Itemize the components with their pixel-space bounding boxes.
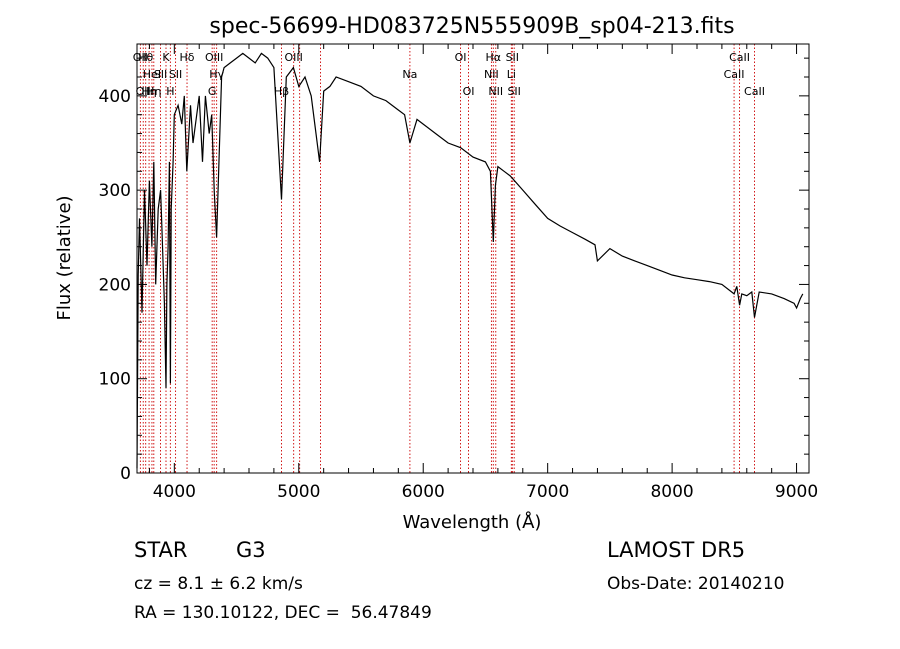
plot-frame [136, 43, 810, 474]
spectral-line-label: Hδ [180, 51, 195, 64]
spectral-line-label: K [162, 51, 170, 64]
spectral-line-label: Hη [146, 85, 161, 98]
spectral-line-label: Hγ [209, 68, 224, 81]
coordinates: RA = 130.10122, DEC = 56.47849 [134, 603, 432, 623]
spectral-line-label: SII [506, 51, 519, 64]
spectral-line-label: CaII [729, 51, 750, 64]
spectral-line-label: CaII [744, 85, 765, 98]
object-subclass: G3 [236, 538, 266, 562]
spectral-line-label: CaII [724, 68, 745, 81]
spectral-line-label: Hη [141, 85, 156, 98]
x-tick-label: 5000 [277, 482, 320, 502]
y-axis-ticks: 0 100 200 300 400 [99, 57, 809, 484]
object-class: STAR [134, 538, 188, 562]
spectral-line-label: Na [402, 68, 417, 81]
survey-name: LAMOST DR5 [607, 538, 746, 562]
y-axis-label: Flux (relative) [54, 195, 75, 320]
spectral-line-label: SII [154, 68, 167, 81]
redshift-velocity: cz = 8.1 ± 6.2 km/s [134, 574, 303, 594]
spectral-line-label: G [208, 85, 217, 98]
spectral-line-label: SII [169, 68, 182, 81]
spectral-line-label: SII [507, 85, 520, 98]
x-tick-label: 6000 [402, 482, 445, 502]
spectral-line-label: H [166, 85, 174, 98]
observation-date: Obs-Date: 20140210 [607, 574, 785, 594]
x-axis-label: Wavelength (Å) [403, 511, 542, 533]
x-tick-label: 4000 [153, 482, 196, 502]
x-axis-ticks: 4000 5000 6000 7000 8000 9000 [148, 44, 818, 502]
x-tick-label: 9000 [775, 482, 818, 502]
chart-title: spec-56699-HD083725N555909B_sp04-213.fit… [209, 14, 734, 39]
spectral-line-label: Li [507, 68, 516, 81]
y-tick-label: 400 [99, 87, 131, 107]
spectral-line-label: Hθ [138, 51, 153, 64]
spectrum-series-line [136, 52, 804, 469]
spectral-line-label: OIII [205, 51, 223, 64]
spectral-line-label: NII [484, 68, 499, 81]
x-tick-label: 8000 [650, 482, 693, 502]
spectral-line-label: Hα [486, 51, 502, 64]
spectral-line-label: OI [463, 85, 475, 98]
spectral-line-markers [139, 44, 755, 473]
y-tick-label: 200 [99, 275, 131, 295]
spectral-line-label: OI [455, 51, 467, 64]
x-tick-label: 7000 [526, 482, 569, 502]
spectral-line-label: NII [488, 85, 503, 98]
spectral-line-label: HeI [143, 68, 161, 81]
spectral-line-label: OIII [284, 51, 302, 64]
y-tick-label: 100 [99, 370, 131, 390]
spectral-line-label: OII [136, 85, 151, 98]
spectral-line-labels: OIIOIIHθHηHeIHηSIIKHSIIHδGOIIIHγHβOIIINa… [133, 51, 765, 98]
y-tick-label: 0 [120, 464, 131, 484]
y-tick-label: 300 [99, 181, 131, 201]
